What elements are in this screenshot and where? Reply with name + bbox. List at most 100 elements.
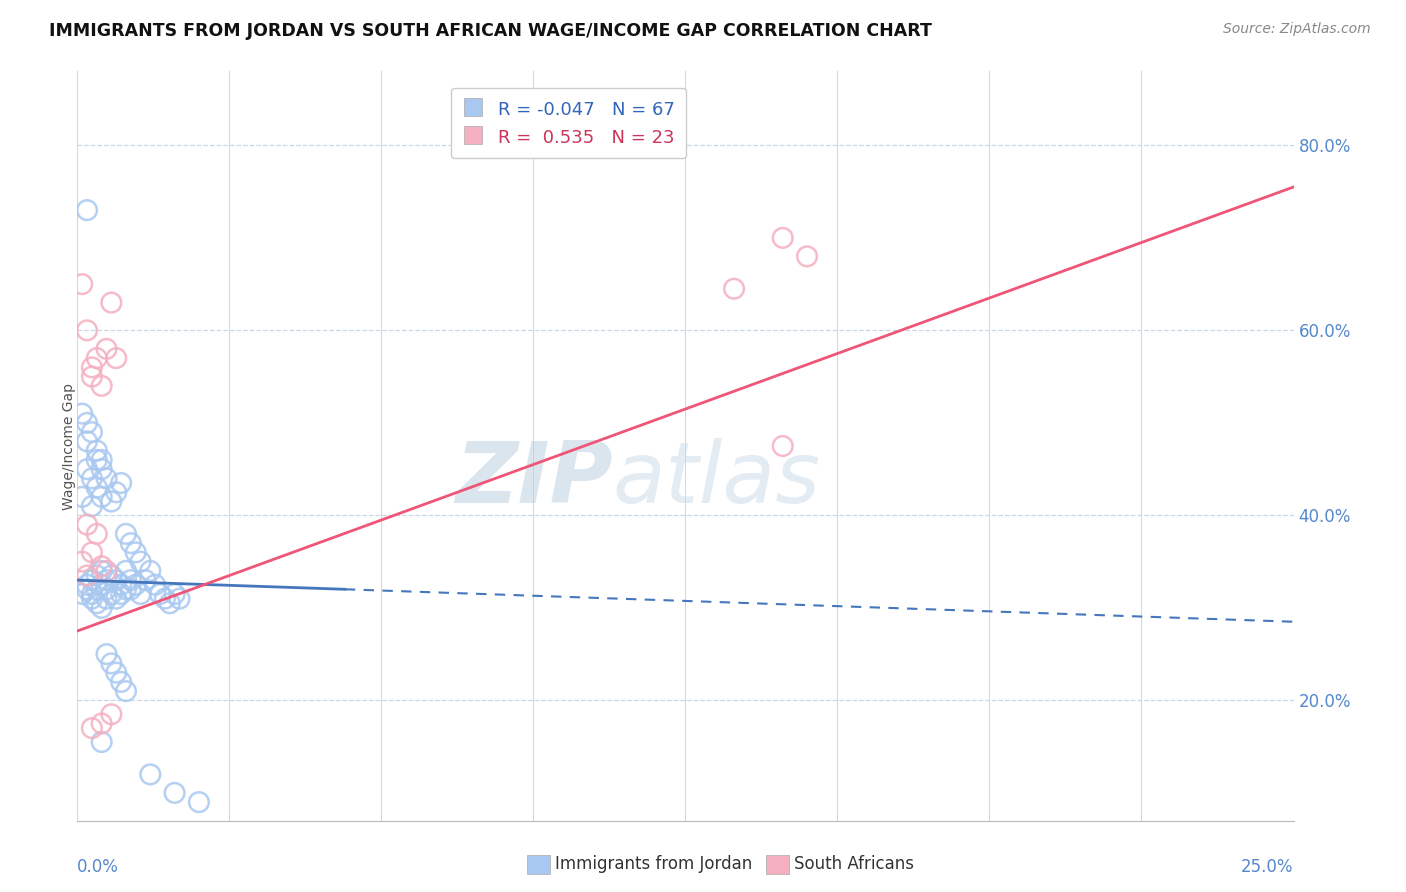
Point	[76, 568, 98, 582]
Point	[90, 453, 112, 467]
Point	[100, 707, 122, 722]
Point	[100, 295, 122, 310]
Y-axis label: Wage/Income Gap: Wage/Income Gap	[62, 383, 76, 509]
Point	[129, 587, 152, 601]
Point	[120, 573, 142, 587]
Point	[115, 582, 138, 597]
Point	[90, 564, 112, 578]
Point	[70, 587, 93, 601]
Point	[80, 360, 103, 375]
Point	[80, 721, 103, 735]
Point	[70, 277, 93, 292]
Point	[96, 591, 118, 606]
Point	[796, 249, 818, 263]
Point	[86, 527, 108, 541]
Point	[70, 490, 93, 504]
Point	[80, 591, 103, 606]
Point	[115, 684, 138, 698]
Point	[96, 471, 118, 485]
Point	[125, 578, 148, 592]
Point	[143, 578, 166, 592]
Point	[96, 582, 118, 597]
Point	[70, 407, 93, 421]
Point	[76, 582, 98, 597]
Point	[772, 439, 794, 453]
Point	[772, 231, 794, 245]
Point	[80, 573, 103, 587]
Point	[129, 555, 152, 569]
Point	[90, 578, 112, 592]
Point	[96, 564, 118, 578]
Point	[134, 573, 156, 587]
Point	[105, 351, 128, 365]
Text: Source: ZipAtlas.com: Source: ZipAtlas.com	[1223, 22, 1371, 37]
Point	[169, 591, 191, 606]
Point	[80, 499, 103, 513]
Point	[76, 462, 98, 476]
Point	[96, 573, 118, 587]
Point	[163, 786, 186, 800]
Point	[110, 674, 132, 689]
Point	[76, 416, 98, 430]
Point	[80, 369, 103, 384]
Point	[90, 600, 112, 615]
Point	[76, 434, 98, 449]
Point	[105, 665, 128, 680]
Legend: R = -0.047   N = 67, R =  0.535   N = 23: R = -0.047 N = 67, R = 0.535 N = 23	[451, 88, 686, 159]
Point	[80, 471, 103, 485]
Point	[105, 591, 128, 606]
Point	[723, 282, 745, 296]
Point	[188, 795, 211, 809]
Point	[159, 596, 181, 610]
Point	[86, 351, 108, 365]
Point	[90, 379, 112, 393]
Point	[90, 462, 112, 476]
Point	[86, 568, 108, 582]
Point	[86, 443, 108, 458]
Point	[125, 545, 148, 559]
Point	[110, 475, 132, 490]
Point	[163, 587, 186, 601]
Point	[90, 716, 112, 731]
Text: atlas: atlas	[613, 438, 821, 521]
Text: ZIP: ZIP	[454, 438, 613, 521]
Point	[115, 564, 138, 578]
Point	[90, 559, 112, 574]
Text: South Africans: South Africans	[794, 855, 914, 873]
Point	[110, 587, 132, 601]
Point	[105, 573, 128, 587]
Point	[86, 453, 108, 467]
Point	[115, 527, 138, 541]
Point	[110, 578, 132, 592]
Point	[80, 587, 103, 601]
Point	[100, 657, 122, 671]
Point	[76, 517, 98, 532]
Point	[80, 545, 103, 559]
Point	[90, 735, 112, 749]
Point	[100, 568, 122, 582]
Point	[153, 591, 176, 606]
Point	[96, 342, 118, 356]
Point	[86, 582, 108, 597]
Point	[90, 490, 112, 504]
Point	[100, 587, 122, 601]
Point	[149, 587, 172, 601]
Point	[76, 203, 98, 218]
Point	[105, 485, 128, 500]
Point	[76, 578, 98, 592]
Text: 25.0%: 25.0%	[1241, 857, 1294, 876]
Point	[86, 481, 108, 495]
Point	[80, 425, 103, 439]
Point	[76, 323, 98, 337]
Point	[86, 596, 108, 610]
Point	[120, 536, 142, 550]
Point	[120, 582, 142, 597]
Point	[70, 555, 93, 569]
Point	[139, 564, 162, 578]
Point	[96, 647, 118, 661]
Text: IMMIGRANTS FROM JORDAN VS SOUTH AFRICAN WAGE/INCOME GAP CORRELATION CHART: IMMIGRANTS FROM JORDAN VS SOUTH AFRICAN …	[49, 22, 932, 40]
Text: Immigrants from Jordan: Immigrants from Jordan	[555, 855, 752, 873]
Point	[139, 767, 162, 781]
Text: 0.0%: 0.0%	[77, 857, 120, 876]
Point	[100, 494, 122, 508]
